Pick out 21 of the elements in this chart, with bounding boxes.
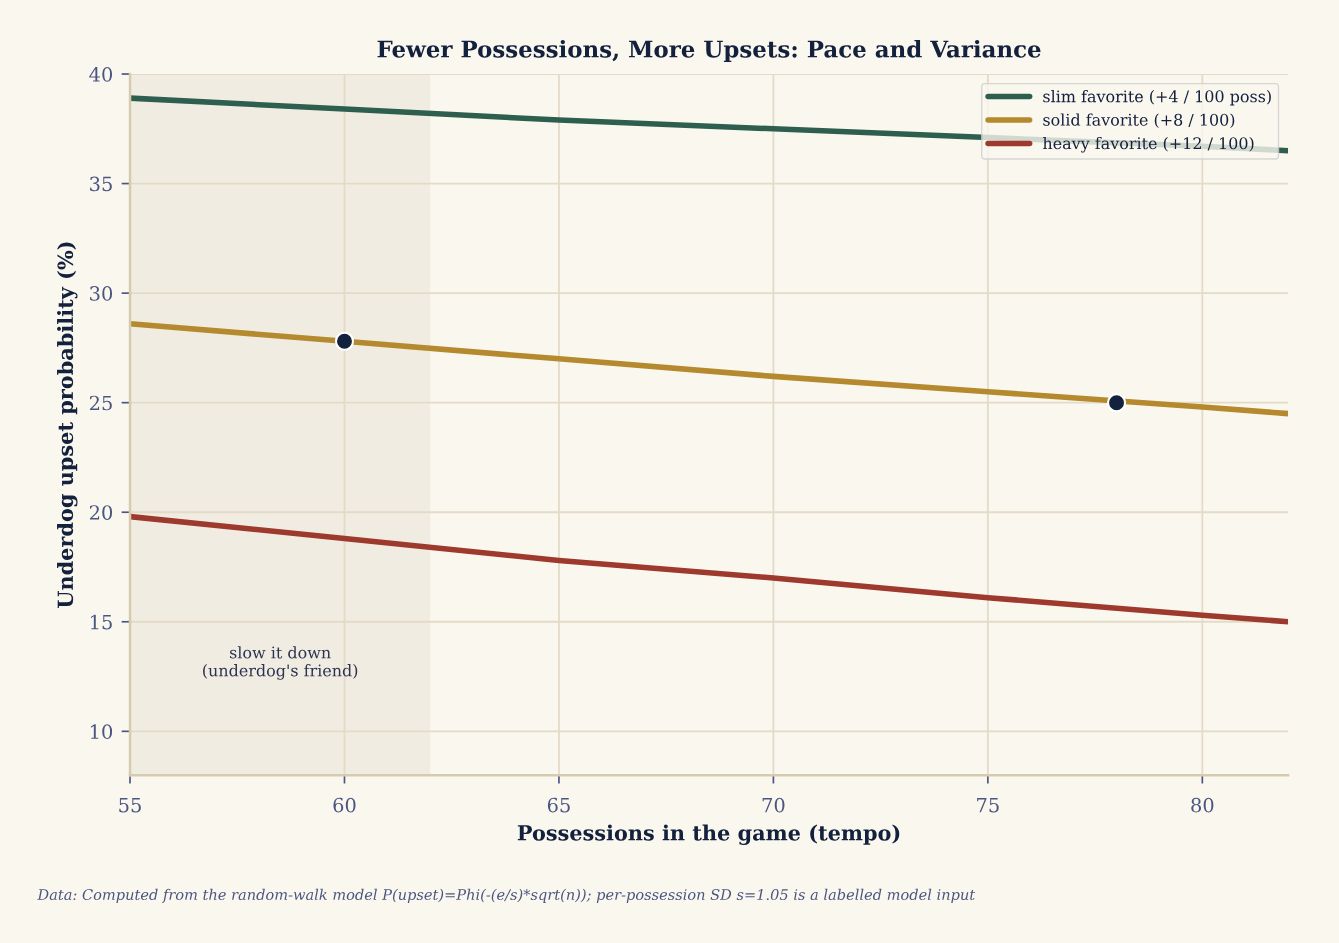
text: Data: Computed from the random-walk model P(upset)=Phi(-(e/s)*sqrt(n)); per-possession SD s=1.05 is a labelled model input: [37, 888, 976, 903]
x-tick-label: 80: [1191, 797, 1214, 813]
x-tick-label: 70: [762, 797, 785, 813]
y-tick-label: 20: [89, 505, 113, 520]
y-tick-label: 25: [89, 395, 112, 411]
legend-label: heavy favorite (+12 / 100): [1042, 136, 1254, 153]
legend-label: solid favorite (+8 / 100): [1043, 113, 1235, 129]
x-tick-label: 75: [977, 797, 999, 813]
y-tick-label: 30: [90, 286, 113, 301]
y-axis-title: Underdog upset probability (%): [57, 242, 78, 609]
x-tick-label: 65: [547, 797, 570, 813]
band-label: slow it down (underdog's friend): [203, 646, 358, 680]
y-tick-label: 35: [90, 176, 112, 192]
x-axis-title: Possessions in the game (tempo): [517, 824, 900, 845]
legend-label: slim favorite (+4 / 100 poss): [1043, 90, 1271, 106]
y-tick-label: 40: [89, 66, 113, 82]
x-tick-label: 60: [333, 797, 356, 813]
chart-title: Fewer Possessions, More Upsets: Pace and Variance: [377, 39, 1041, 63]
y-tick-label: 15: [90, 614, 112, 630]
y-tick-label: 10: [90, 724, 113, 739]
x-tick-label: 55: [119, 797, 141, 813]
